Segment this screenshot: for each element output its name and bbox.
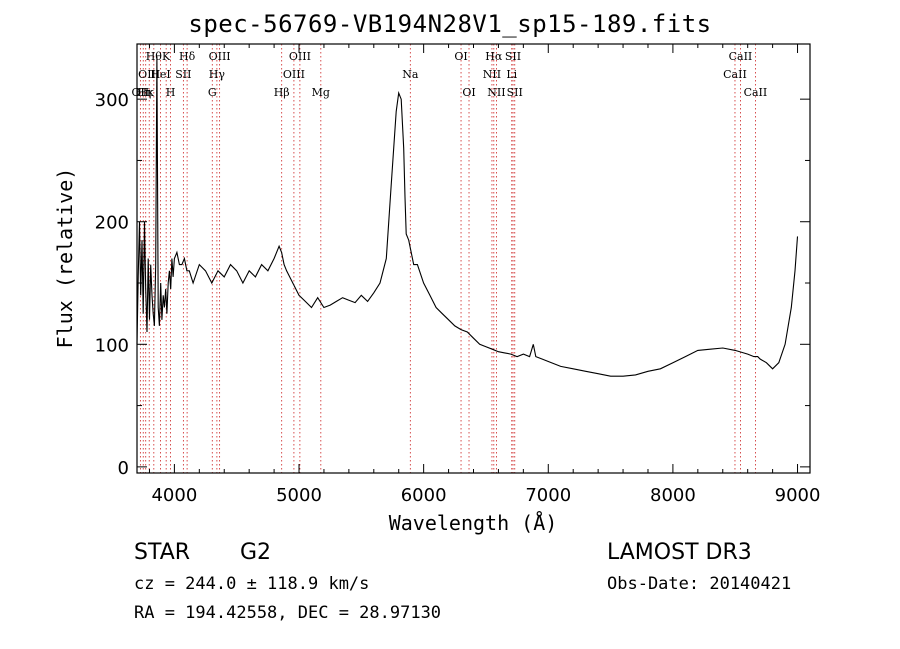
line-label-hei: HeI [150, 68, 170, 81]
y-tick-label: 300 [95, 90, 129, 111]
plot-frame [136, 43, 811, 474]
y-axis-label: Flux (relative) [53, 168, 77, 349]
line-label-hκ: Hκ [137, 86, 154, 99]
x-axis-label: Wavelength (Å) [389, 511, 558, 535]
chart-title: spec-56769-VB194N28V1_sp15-189.fits [188, 10, 712, 38]
spectrum-line [136, 56, 799, 377]
y-tick-label: 200 [95, 213, 129, 234]
line-label-sii: SII [505, 50, 521, 63]
subclass: G2 [240, 540, 272, 565]
line-label-sii: SII [507, 86, 523, 99]
redshift-velocity: cz = 244.0 ± 118.9 km/s [134, 574, 370, 594]
line-label-mg: Mg [312, 86, 330, 99]
y-tick-label: 0 [118, 458, 129, 479]
line-label-g: G [208, 86, 217, 99]
line-label-caii: CaII [729, 50, 753, 63]
line-label-oi: OI [454, 50, 467, 63]
line-label-h: H [166, 86, 176, 99]
line-label-nii: NII [487, 86, 505, 99]
line-label-li: Li [506, 68, 517, 81]
line-label-k: K [162, 50, 171, 63]
line-label-oiii: OIII [283, 68, 305, 81]
line-label-hβ: Hβ [274, 86, 290, 99]
line-label-na: Na [402, 68, 419, 81]
object-class: STAR [134, 540, 191, 565]
line-label-nii: NII [483, 68, 501, 81]
survey-label: LAMOST DR3 [607, 540, 752, 565]
line-label-sii: SII [175, 68, 191, 81]
x-tick-label: 7000 [525, 485, 571, 506]
line-label-caii: CaII [744, 86, 768, 99]
line-label-hθ: Hθ [146, 50, 163, 63]
y-tick-label: 100 [95, 335, 129, 356]
line-label-hδ: Hδ [179, 50, 196, 63]
line-label-caii: CaII [723, 68, 747, 81]
emission-line-markers [139, 44, 756, 473]
line-label-oi: OI [462, 86, 475, 99]
line-label-hη: Hη [135, 86, 151, 99]
x-tick-label: 4000 [151, 485, 197, 506]
x-tick-label: 9000 [775, 485, 821, 506]
axis-ticks: 4000 5000 6000 7000 8000 9000 0 100 200 300 [95, 44, 821, 506]
x-tick-label: 8000 [650, 485, 696, 506]
line-label-oiii: OIII [289, 50, 311, 63]
observation-date: Obs-Date: 20140421 [607, 574, 792, 594]
x-tick-label: 5000 [276, 485, 322, 506]
coordinates: RA = 194.42558, DEC = 28.97130 [134, 603, 442, 623]
line-label-hα: Hα [485, 50, 503, 63]
line-label-oii: OII [132, 86, 150, 99]
line-label-hγ: Hγ [209, 68, 226, 81]
x-tick-label: 6000 [401, 485, 447, 506]
line-label-oiii: OIII [138, 68, 160, 81]
line-label-oiii: OIII [209, 50, 231, 63]
